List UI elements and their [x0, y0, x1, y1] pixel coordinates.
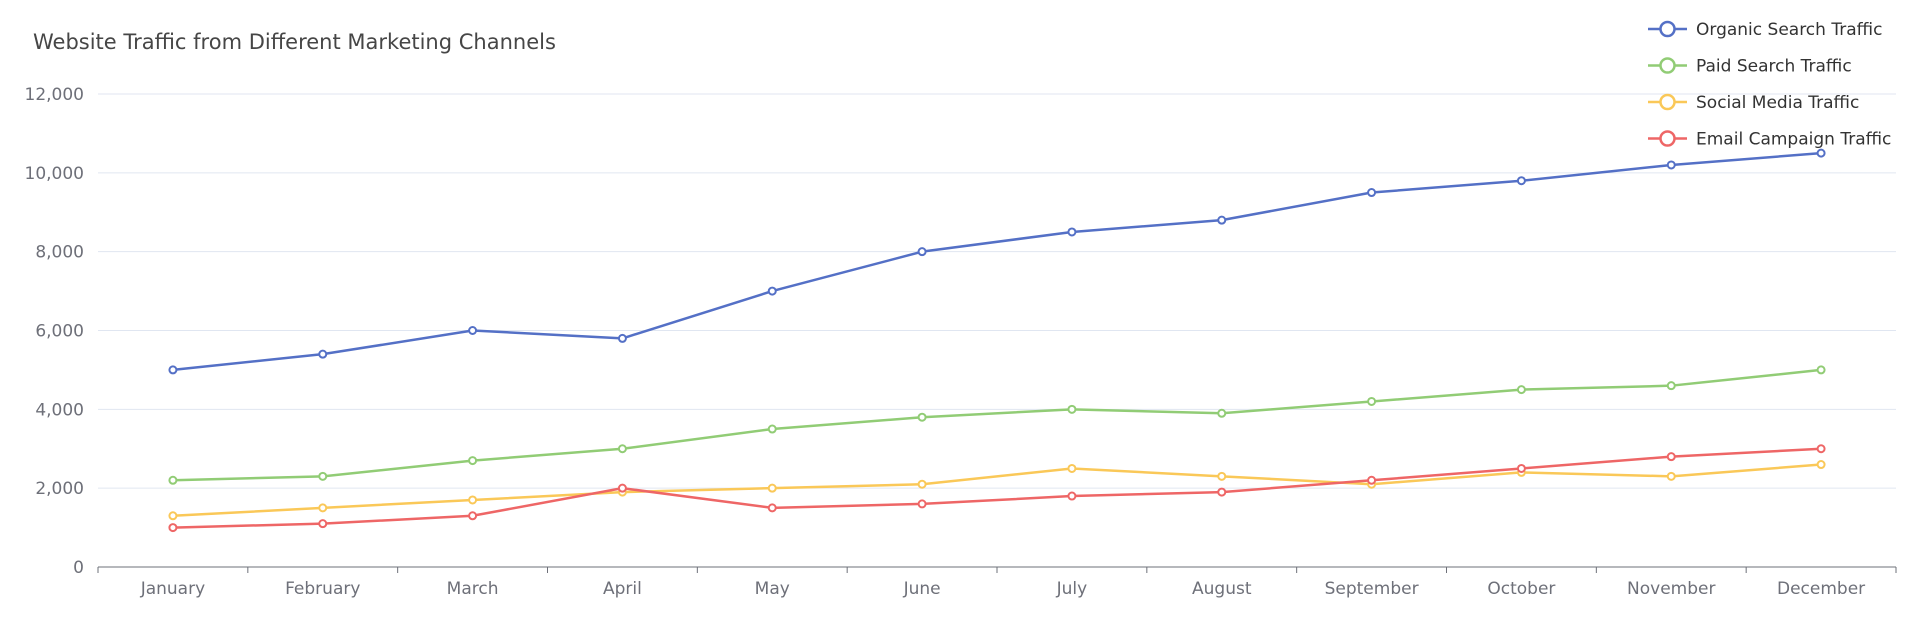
- x-tick-label: August: [1192, 579, 1252, 599]
- x-tick-label: January: [140, 579, 205, 599]
- data-point: [168, 523, 178, 533]
- data-point: [1067, 227, 1077, 237]
- series-line-2: [172, 463, 1822, 518]
- x-tick-label: April: [603, 579, 642, 599]
- y-tick-label: 0: [73, 558, 84, 578]
- x-tick-label: July: [1056, 579, 1088, 599]
- data-point: [468, 326, 478, 335]
- y-tick-label: 10,000: [25, 164, 84, 184]
- data-point: [617, 483, 627, 493]
- y-tick-label: 12,000: [25, 85, 84, 105]
- data-point: [917, 479, 927, 489]
- data-point: [1067, 404, 1077, 414]
- data-point: [1217, 487, 1227, 497]
- data-point: [1367, 188, 1377, 198]
- data-point: [617, 333, 627, 343]
- data-point: [767, 286, 777, 296]
- series-line-0: [172, 151, 1822, 372]
- legend-label: Organic Search Traffic: [1696, 20, 1882, 40]
- data-point: [318, 519, 328, 529]
- data-point: [468, 456, 478, 466]
- x-tick-label: September: [1325, 579, 1419, 599]
- data-point: [1666, 381, 1676, 391]
- data-point: [168, 511, 178, 521]
- data-point: [617, 444, 627, 454]
- data-point: [1516, 385, 1526, 395]
- data-point: [1666, 452, 1676, 462]
- data-point: [917, 247, 927, 257]
- data-point: [917, 499, 927, 509]
- data-point: [1816, 460, 1826, 470]
- data-point: [1516, 463, 1526, 473]
- x-tick-label: June: [903, 579, 941, 599]
- data-point: [1067, 491, 1077, 501]
- x-tick-label: October: [1487, 579, 1555, 599]
- legend-circle-icon: [1659, 20, 1676, 38]
- data-point: [318, 471, 328, 481]
- data-point: [1666, 160, 1676, 170]
- data-point: [1816, 444, 1826, 454]
- data-point: [917, 412, 927, 422]
- x-tick-label: February: [285, 579, 360, 599]
- y-tick-label: 4,000: [35, 400, 84, 420]
- data-point: [1217, 215, 1227, 225]
- data-point: [168, 365, 178, 375]
- data-point: [1367, 396, 1377, 406]
- data-point: [468, 511, 478, 521]
- x-tick-label: March: [447, 579, 499, 599]
- data-point: [1217, 408, 1227, 418]
- data-point: [1666, 471, 1676, 481]
- data-point: [468, 495, 478, 505]
- data-point: [1516, 176, 1526, 186]
- data-point: [1816, 365, 1826, 375]
- data-point: [767, 483, 777, 493]
- data-point: [318, 503, 328, 513]
- data-point: [767, 424, 777, 434]
- legend-label: Social Media Traffic: [1696, 93, 1859, 113]
- legend-label: Email Campaign Traffic: [1696, 130, 1891, 150]
- data-point: [318, 349, 328, 359]
- chart-title: Website Traffic from Different Marketing…: [33, 30, 556, 54]
- legend-circle-icon: [1659, 130, 1676, 147]
- data-point: [1367, 475, 1377, 485]
- x-tick-label: May: [755, 579, 790, 599]
- x-tick-label: November: [1627, 579, 1715, 599]
- data-point: [1816, 148, 1826, 158]
- series-line-3: [172, 447, 1822, 529]
- legend-circle-icon: [1659, 93, 1676, 111]
- data-point: [1217, 471, 1227, 481]
- data-point: [767, 503, 777, 513]
- y-tick-label: 2,000: [35, 479, 84, 499]
- legend-circle-icon: [1659, 57, 1676, 74]
- legend-label: Paid Search Traffic: [1696, 57, 1852, 77]
- y-tick-label: 8,000: [35, 243, 84, 263]
- y-tick-label: 6,000: [35, 322, 84, 342]
- data-point: [168, 475, 178, 485]
- series-line-1: [172, 368, 1822, 482]
- data-point: [1067, 463, 1077, 473]
- x-tick-label: December: [1777, 579, 1865, 599]
